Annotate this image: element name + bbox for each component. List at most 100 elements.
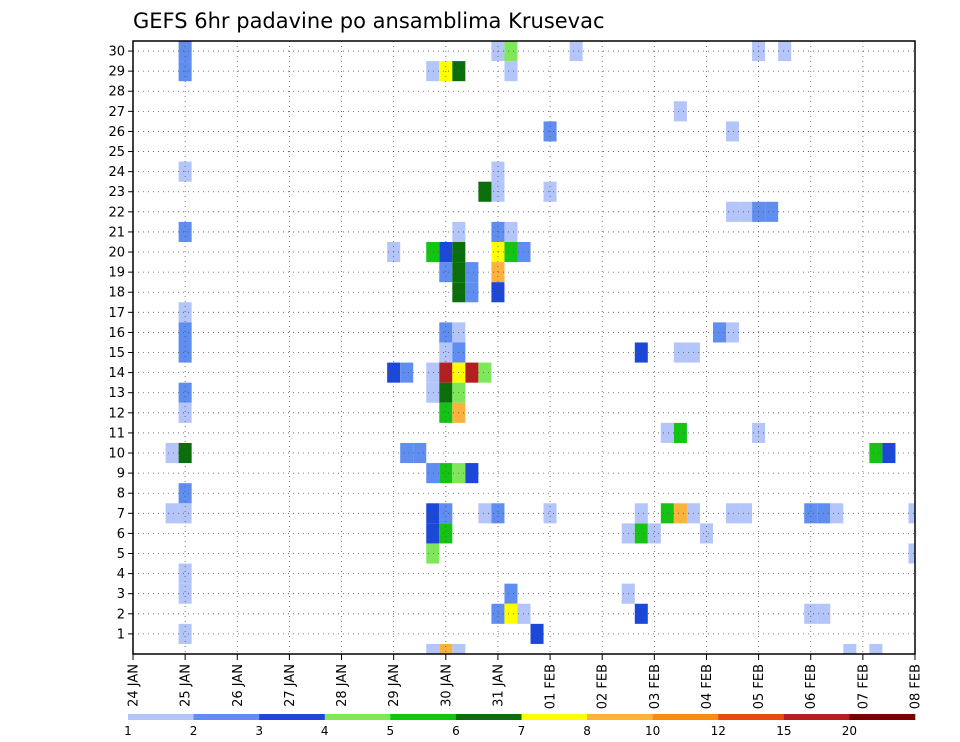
x-tick-label: 31 JAN bbox=[491, 664, 506, 707]
colorbar-label: 4 bbox=[321, 724, 329, 738]
y-tick-label: 26 bbox=[108, 125, 125, 140]
heatmap-cell bbox=[504, 61, 518, 82]
heatmap-cell bbox=[439, 342, 453, 363]
heatmap-cell bbox=[426, 382, 440, 403]
plot-frame bbox=[132, 40, 916, 655]
heatmap-cell bbox=[465, 463, 479, 484]
colorbar-segment bbox=[455, 714, 522, 720]
heatmap-cell bbox=[673, 503, 687, 524]
colorbar-label: 8 bbox=[583, 724, 591, 738]
heatmap-cell bbox=[165, 503, 179, 524]
colorbar-segment bbox=[390, 714, 457, 720]
heatmap-cell bbox=[647, 523, 661, 544]
heatmap-cell bbox=[491, 262, 505, 283]
heatmap-cell bbox=[908, 543, 915, 564]
x-tick-label: 24 JAN bbox=[127, 664, 142, 707]
heatmap-cells bbox=[165, 41, 915, 654]
heatmap-cell bbox=[739, 503, 753, 524]
heatmap-cell bbox=[504, 41, 518, 62]
colorbar-label: 10 bbox=[645, 724, 660, 738]
y-tick-label: 6 bbox=[117, 527, 125, 542]
heatmap-cell bbox=[739, 201, 753, 222]
heatmap-cell bbox=[426, 503, 440, 524]
heatmap-cell bbox=[178, 583, 192, 604]
colorbar-label: 20 bbox=[842, 724, 857, 738]
heatmap-cell bbox=[869, 643, 883, 654]
heatmap-cell bbox=[634, 503, 648, 524]
x-tick-label: 04 FEB bbox=[700, 664, 715, 709]
heatmap-cell bbox=[804, 603, 818, 624]
heatmap-cell bbox=[478, 181, 492, 202]
y-tick-label: 3 bbox=[117, 587, 125, 602]
colorbar-segment bbox=[193, 714, 260, 720]
colorbar-label: 15 bbox=[776, 724, 791, 738]
x-tick-label: 27 JAN bbox=[283, 664, 298, 707]
x-tick-label: 29 JAN bbox=[387, 664, 402, 707]
y-tick-label: 25 bbox=[108, 145, 125, 160]
heatmap-cell bbox=[634, 342, 648, 363]
x-tick-label: 02 FEB bbox=[596, 664, 611, 709]
heatmap-cell bbox=[413, 442, 427, 464]
colorbar-segment bbox=[718, 714, 785, 720]
heatmap-cell bbox=[712, 322, 727, 343]
colorbar-segment bbox=[849, 714, 916, 720]
heatmap-cell bbox=[165, 442, 179, 464]
heatmap-cell bbox=[478, 362, 492, 383]
y-tick-label: 11 bbox=[108, 426, 125, 441]
colorbar-label: 12 bbox=[711, 724, 726, 738]
y-tick-label: 24 bbox=[108, 165, 125, 180]
heatmap-cell bbox=[465, 362, 479, 383]
colorbar-label: 3 bbox=[255, 724, 263, 738]
y-tick-label: 20 bbox=[108, 246, 125, 261]
y-axis-ensemble-members: 1234567891011121314151617181920212223242… bbox=[108, 45, 133, 642]
chart-title: GEFS 6hr padavine po ansamblima Krusevac bbox=[133, 9, 605, 33]
y-tick-label: 13 bbox=[108, 386, 125, 401]
heatmap-cell bbox=[673, 422, 687, 443]
heatmap-cell bbox=[452, 643, 466, 654]
heatmap-cell bbox=[660, 422, 674, 443]
heatmap-cell bbox=[439, 241, 453, 263]
heatmap-cell bbox=[673, 101, 687, 122]
x-tick-label: 06 FEB bbox=[804, 664, 819, 709]
heatmap-cell bbox=[726, 503, 740, 524]
colorbar-label: 7 bbox=[518, 724, 526, 738]
colorbar-segment bbox=[652, 714, 719, 720]
heatmap-cell bbox=[726, 201, 740, 222]
heatmap-cell bbox=[504, 603, 518, 624]
heatmap-cell bbox=[426, 362, 440, 383]
heatmap-cell bbox=[426, 523, 440, 544]
heatmap-cell bbox=[426, 643, 440, 654]
colorbar-segment bbox=[128, 714, 194, 720]
heatmap-cell bbox=[699, 523, 713, 544]
y-tick-label: 21 bbox=[108, 225, 125, 240]
y-tick-label: 27 bbox=[108, 105, 125, 120]
heatmap-cell bbox=[569, 41, 583, 62]
heatmap-cell bbox=[504, 583, 518, 604]
heatmap-cell bbox=[673, 342, 687, 363]
heatmap-cell bbox=[178, 342, 192, 363]
heatmap-cell bbox=[530, 623, 544, 644]
colorbar-legend: 1 2 3 4 5 6 7 8 10 12 15 20 bbox=[124, 714, 916, 738]
y-tick-label: 18 bbox=[108, 286, 125, 301]
heatmap-cell bbox=[178, 402, 192, 423]
heatmap-cell bbox=[726, 121, 740, 142]
heatmap-cell bbox=[400, 362, 414, 383]
heatmap-cell bbox=[178, 322, 192, 343]
heatmap-cell bbox=[426, 61, 440, 82]
y-tick-label: 29 bbox=[108, 65, 125, 80]
heatmap-cell bbox=[178, 623, 192, 644]
x-tick-label: 26 JAN bbox=[231, 664, 246, 707]
y-tick-label: 19 bbox=[108, 266, 125, 281]
heatmap-cell bbox=[491, 241, 505, 263]
x-tick-label: 30 JAN bbox=[439, 664, 454, 707]
heatmap-cell bbox=[660, 503, 674, 524]
heatmap-cell bbox=[491, 503, 505, 524]
heatmap-cell bbox=[543, 503, 557, 524]
heatmap-cell bbox=[178, 302, 192, 323]
heatmap-cell bbox=[491, 603, 505, 624]
x-tick-label: 01 FEB bbox=[544, 664, 559, 709]
colorbar-segment bbox=[521, 714, 588, 720]
heatmap-cell bbox=[726, 322, 740, 343]
heatmap-cell bbox=[439, 402, 453, 423]
